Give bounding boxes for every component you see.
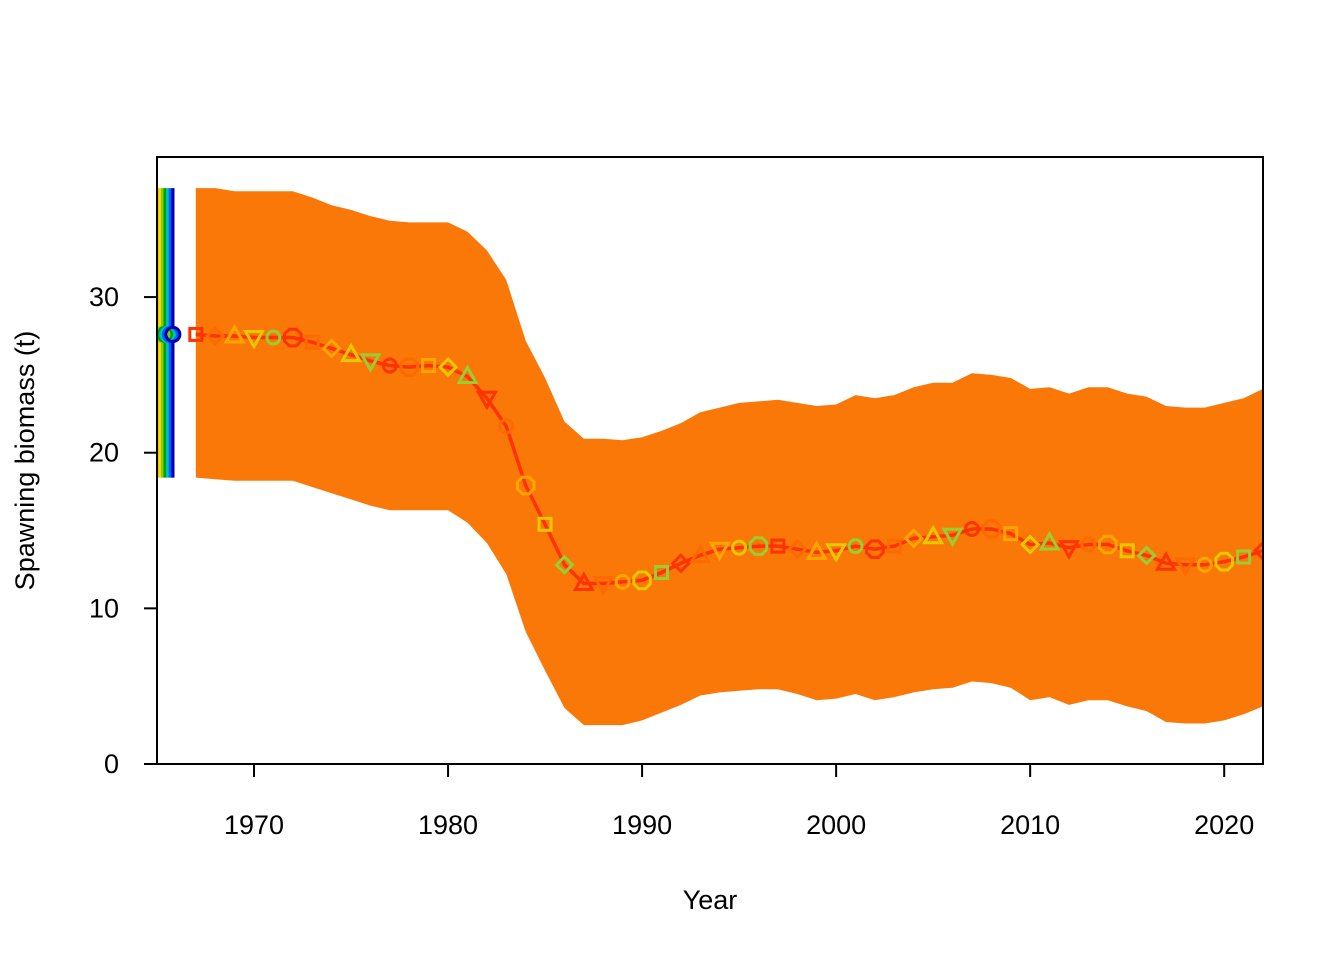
data-point-marker [205,325,226,347]
data-point-marker [421,358,437,374]
data-point-marker [554,554,575,575]
data-point-marker [498,418,515,435]
x-axis: 1970 1980 1990 2000 2010 2020 [224,764,1254,840]
plot-frame [156,156,1264,765]
data-point-marker [242,330,266,350]
data-point-marker [653,565,669,581]
data-point-marker [515,475,536,496]
data-point-marker [731,539,748,556]
data-point-marker [708,541,731,562]
y-axis-title: Spawning biomass (t) [10,331,40,591]
data-point-marker [1174,557,1197,577]
data-point-marker [1236,549,1252,565]
data-point-marker [1214,551,1234,572]
data-point-marker [223,323,246,344]
data-point-marker [1038,530,1061,551]
data-point-marker [1003,526,1019,542]
y-tick-label: 30 [89,282,119,312]
data-point-marker [359,353,382,373]
data-point-marker [437,356,459,378]
data-point-marker [748,536,769,556]
data-point-marker [1119,543,1135,559]
data-point-marker [304,334,320,350]
data-point-marker [903,528,924,549]
data-point-marker [981,519,1002,539]
x-tick-label: 2000 [806,810,866,840]
x-tick-label: 2010 [1000,810,1060,840]
virgin-point-marker [164,325,182,343]
data-point-marker [847,538,864,555]
x-tick-label: 1970 [224,810,284,840]
virgin-biomass-layer [157,188,182,478]
data-point-marker [265,329,282,346]
confidence-band [195,188,1263,726]
data-point-marker [632,570,652,591]
y-tick-label: 20 [89,438,119,468]
data-point-marker [922,524,945,545]
data-point-marker [381,357,398,374]
data-point-marker [1136,545,1157,566]
data-point-marker [770,538,786,554]
data-point-marker [963,520,980,537]
y-tick-label: 10 [89,593,119,623]
x-axis-title: Year [683,885,738,915]
data-point-marker [321,338,342,359]
data-point-marker [1252,540,1263,561]
confidence-band-layer [195,188,1263,726]
x-tick-label: 1990 [612,810,672,840]
data-point-marker [1098,534,1118,555]
data-point-marker [805,540,828,560]
x-tick-label: 1980 [418,810,478,840]
data-point-marker [592,575,615,596]
data-point-marker [1080,536,1097,553]
data-point-marker [787,539,808,560]
data-point-marker [456,364,479,384]
data-point-marker [188,326,204,342]
x-tick-label: 2020 [1194,810,1254,840]
data-point-marker [1057,540,1081,560]
data-point-marker [537,516,553,532]
data-point-marker [670,553,692,574]
data-point-marker [941,527,964,548]
series-marker-layer [188,323,1263,596]
data-point-marker [475,390,498,411]
data-point-marker [283,327,303,348]
data-point-marker [886,538,902,554]
data-point-marker [339,342,363,363]
data-point-marker [689,543,712,563]
data-point-marker [1020,534,1041,555]
data-point-marker [865,539,885,559]
y-tick-label: 0 [104,749,119,779]
data-point-marker [572,571,595,591]
data-point-marker [1154,551,1178,571]
data-point-marker [614,573,631,590]
data-point-marker [399,357,420,377]
y-axis: 0 10 20 30 [89,282,157,779]
data-point-marker [1196,556,1213,573]
data-point-marker [825,543,848,563]
